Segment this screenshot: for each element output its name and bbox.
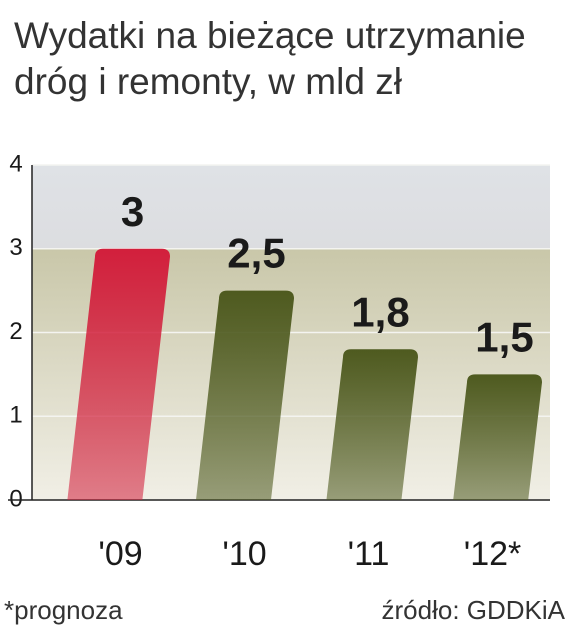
chart-title: Wydatki na bieżące utrzymanie: [14, 15, 526, 56]
value-label: 1,8: [351, 288, 409, 335]
y-tick-label: 0: [9, 485, 22, 512]
y-tick-label: 2: [9, 318, 22, 345]
chart-title: dróg i remonty, w mld zł: [14, 61, 402, 102]
bar: [195, 290, 294, 500]
x-tick-label: '10: [222, 535, 266, 573]
y-tick-label: 1: [9, 402, 22, 429]
bar: [453, 374, 542, 500]
bar: [67, 248, 170, 500]
source: źródło: GDDKiA: [382, 595, 566, 625]
x-tick-label: '12*: [464, 535, 522, 573]
bar: [326, 349, 418, 500]
x-tick-label: '09: [98, 535, 142, 573]
value-label: 3: [121, 188, 144, 235]
note: *prognoza: [4, 595, 123, 625]
value-label: 1,5: [475, 313, 533, 360]
y-tick-label: 3: [9, 234, 22, 261]
x-tick-label: '11: [348, 535, 390, 573]
value-label: 2,5: [227, 230, 285, 277]
y-tick-label: 4: [9, 150, 22, 177]
